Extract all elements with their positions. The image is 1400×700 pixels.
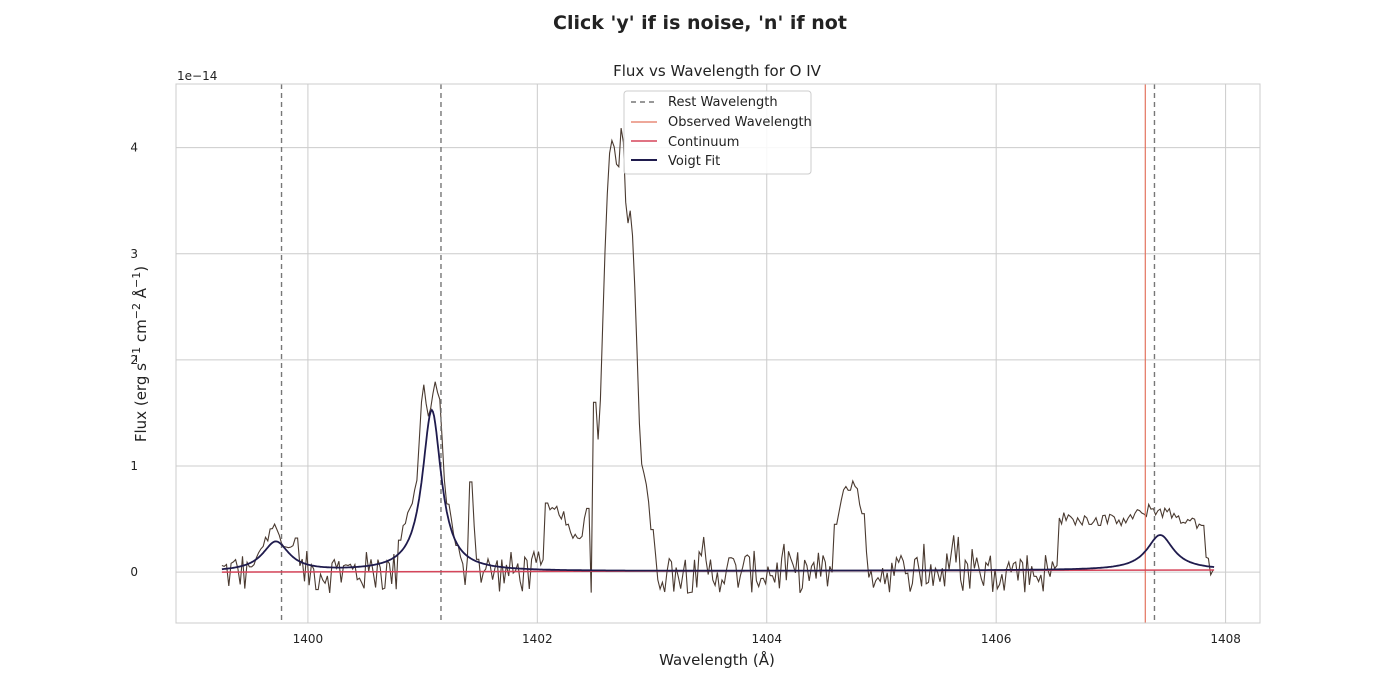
chart-title: Flux vs Wavelength for O IV <box>613 62 822 80</box>
x-tick-label: 1406 <box>981 632 1012 646</box>
offset-text: 1e−14 <box>177 69 217 83</box>
x-tick-label: 1408 <box>1210 632 1241 646</box>
y-tick-label: 0 <box>130 565 138 579</box>
x-axis-label: Wavelength (Å) <box>659 650 775 669</box>
legend-box <box>623 90 812 175</box>
y-tick-label: 3 <box>130 247 138 261</box>
x-tick-label: 1400 <box>293 632 324 646</box>
legend-label-voigt: Voigt Fit <box>668 154 720 169</box>
legend-label-rest: Rest Wavelength <box>668 95 778 110</box>
series-layer <box>221 84 1215 623</box>
y-axis-label: Flux (erg s−1 cm−2 Å−1) <box>130 266 150 442</box>
x-tick-label: 1402 <box>522 632 553 646</box>
axes-frame <box>175 83 1261 624</box>
legend-label-continuum: Continuum <box>668 135 739 150</box>
y-tick-label: 4 <box>130 141 138 155</box>
voigt-fit-line <box>221 408 1215 572</box>
x-tick-label: 1404 <box>751 632 782 646</box>
y-tick-labels: 0 1 2 3 4 <box>130 141 138 579</box>
legend-label-observed: Observed Wavelength <box>668 115 812 130</box>
y-tick-label: 2 <box>130 353 138 367</box>
x-tick-labels: 1400 1402 1404 1406 1408 <box>293 632 1241 646</box>
y-tick-label: 1 <box>130 459 138 473</box>
window-title: Click 'y' if is noise, 'n' if not <box>553 12 847 34</box>
legend: Rest Wavelength Observed Wavelength Cont… <box>623 90 812 175</box>
